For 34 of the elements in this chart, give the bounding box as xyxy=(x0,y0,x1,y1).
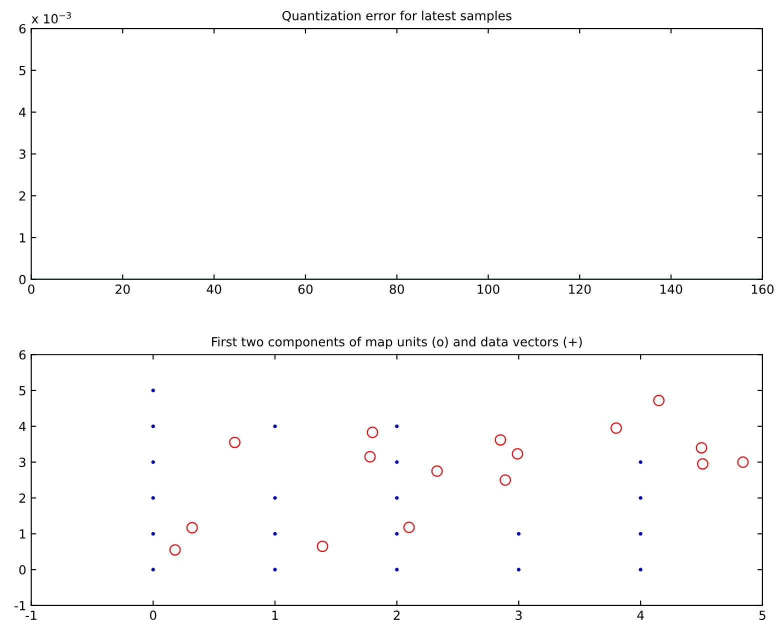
x-tick-label: 3 xyxy=(516,610,522,620)
y-tick-label: 6 xyxy=(19,350,26,360)
y-tick-label: 1 xyxy=(20,233,26,242)
y-tick-label: -1 xyxy=(14,601,26,610)
x-tick-label: 2 xyxy=(394,610,400,620)
y-tick-label: 5 xyxy=(19,66,26,76)
text: x 10$^{−3}$ xyxy=(32,12,71,24)
y-tick-label: 0 xyxy=(19,274,26,284)
y-tick-label: 2 xyxy=(19,191,26,201)
y-tick-label: 3 xyxy=(19,149,26,159)
x-tick-label: 20 xyxy=(116,284,130,294)
x-tick-label: 4 xyxy=(637,610,644,620)
x-tick-label: 0 xyxy=(150,610,156,620)
y-tick-label: 4 xyxy=(19,108,26,117)
x-tick-label: 120 xyxy=(569,284,591,294)
chart-title: First two components of map units (o) and data vectors (+) xyxy=(212,336,582,349)
x-tick-label: 140 xyxy=(660,284,682,294)
y-tick-label: 6 xyxy=(19,24,26,34)
x-tick-label: 0 xyxy=(28,284,34,294)
x-tick-label: 160 xyxy=(752,284,774,294)
chart-title: Quantization error for latest samples xyxy=(282,10,512,23)
y-tick-label: 5 xyxy=(19,386,26,396)
x-tick-label: 100 xyxy=(478,284,500,294)
y-tick-label: 3 xyxy=(19,458,26,468)
y-tick-label: 2 xyxy=(19,493,26,503)
x-tick-label: -1 xyxy=(26,610,36,620)
x-tick-label: 1 xyxy=(272,610,278,620)
x-tick-label: 40 xyxy=(206,284,222,294)
x-tick-label: 60 xyxy=(298,284,313,294)
x-tick-label: 5 xyxy=(759,610,766,620)
y-tick-label: 1 xyxy=(20,529,26,539)
y-tick-label: 4 xyxy=(19,422,26,432)
y-tick-label: 0 xyxy=(19,565,26,575)
x-tick-label: 80 xyxy=(390,284,404,294)
